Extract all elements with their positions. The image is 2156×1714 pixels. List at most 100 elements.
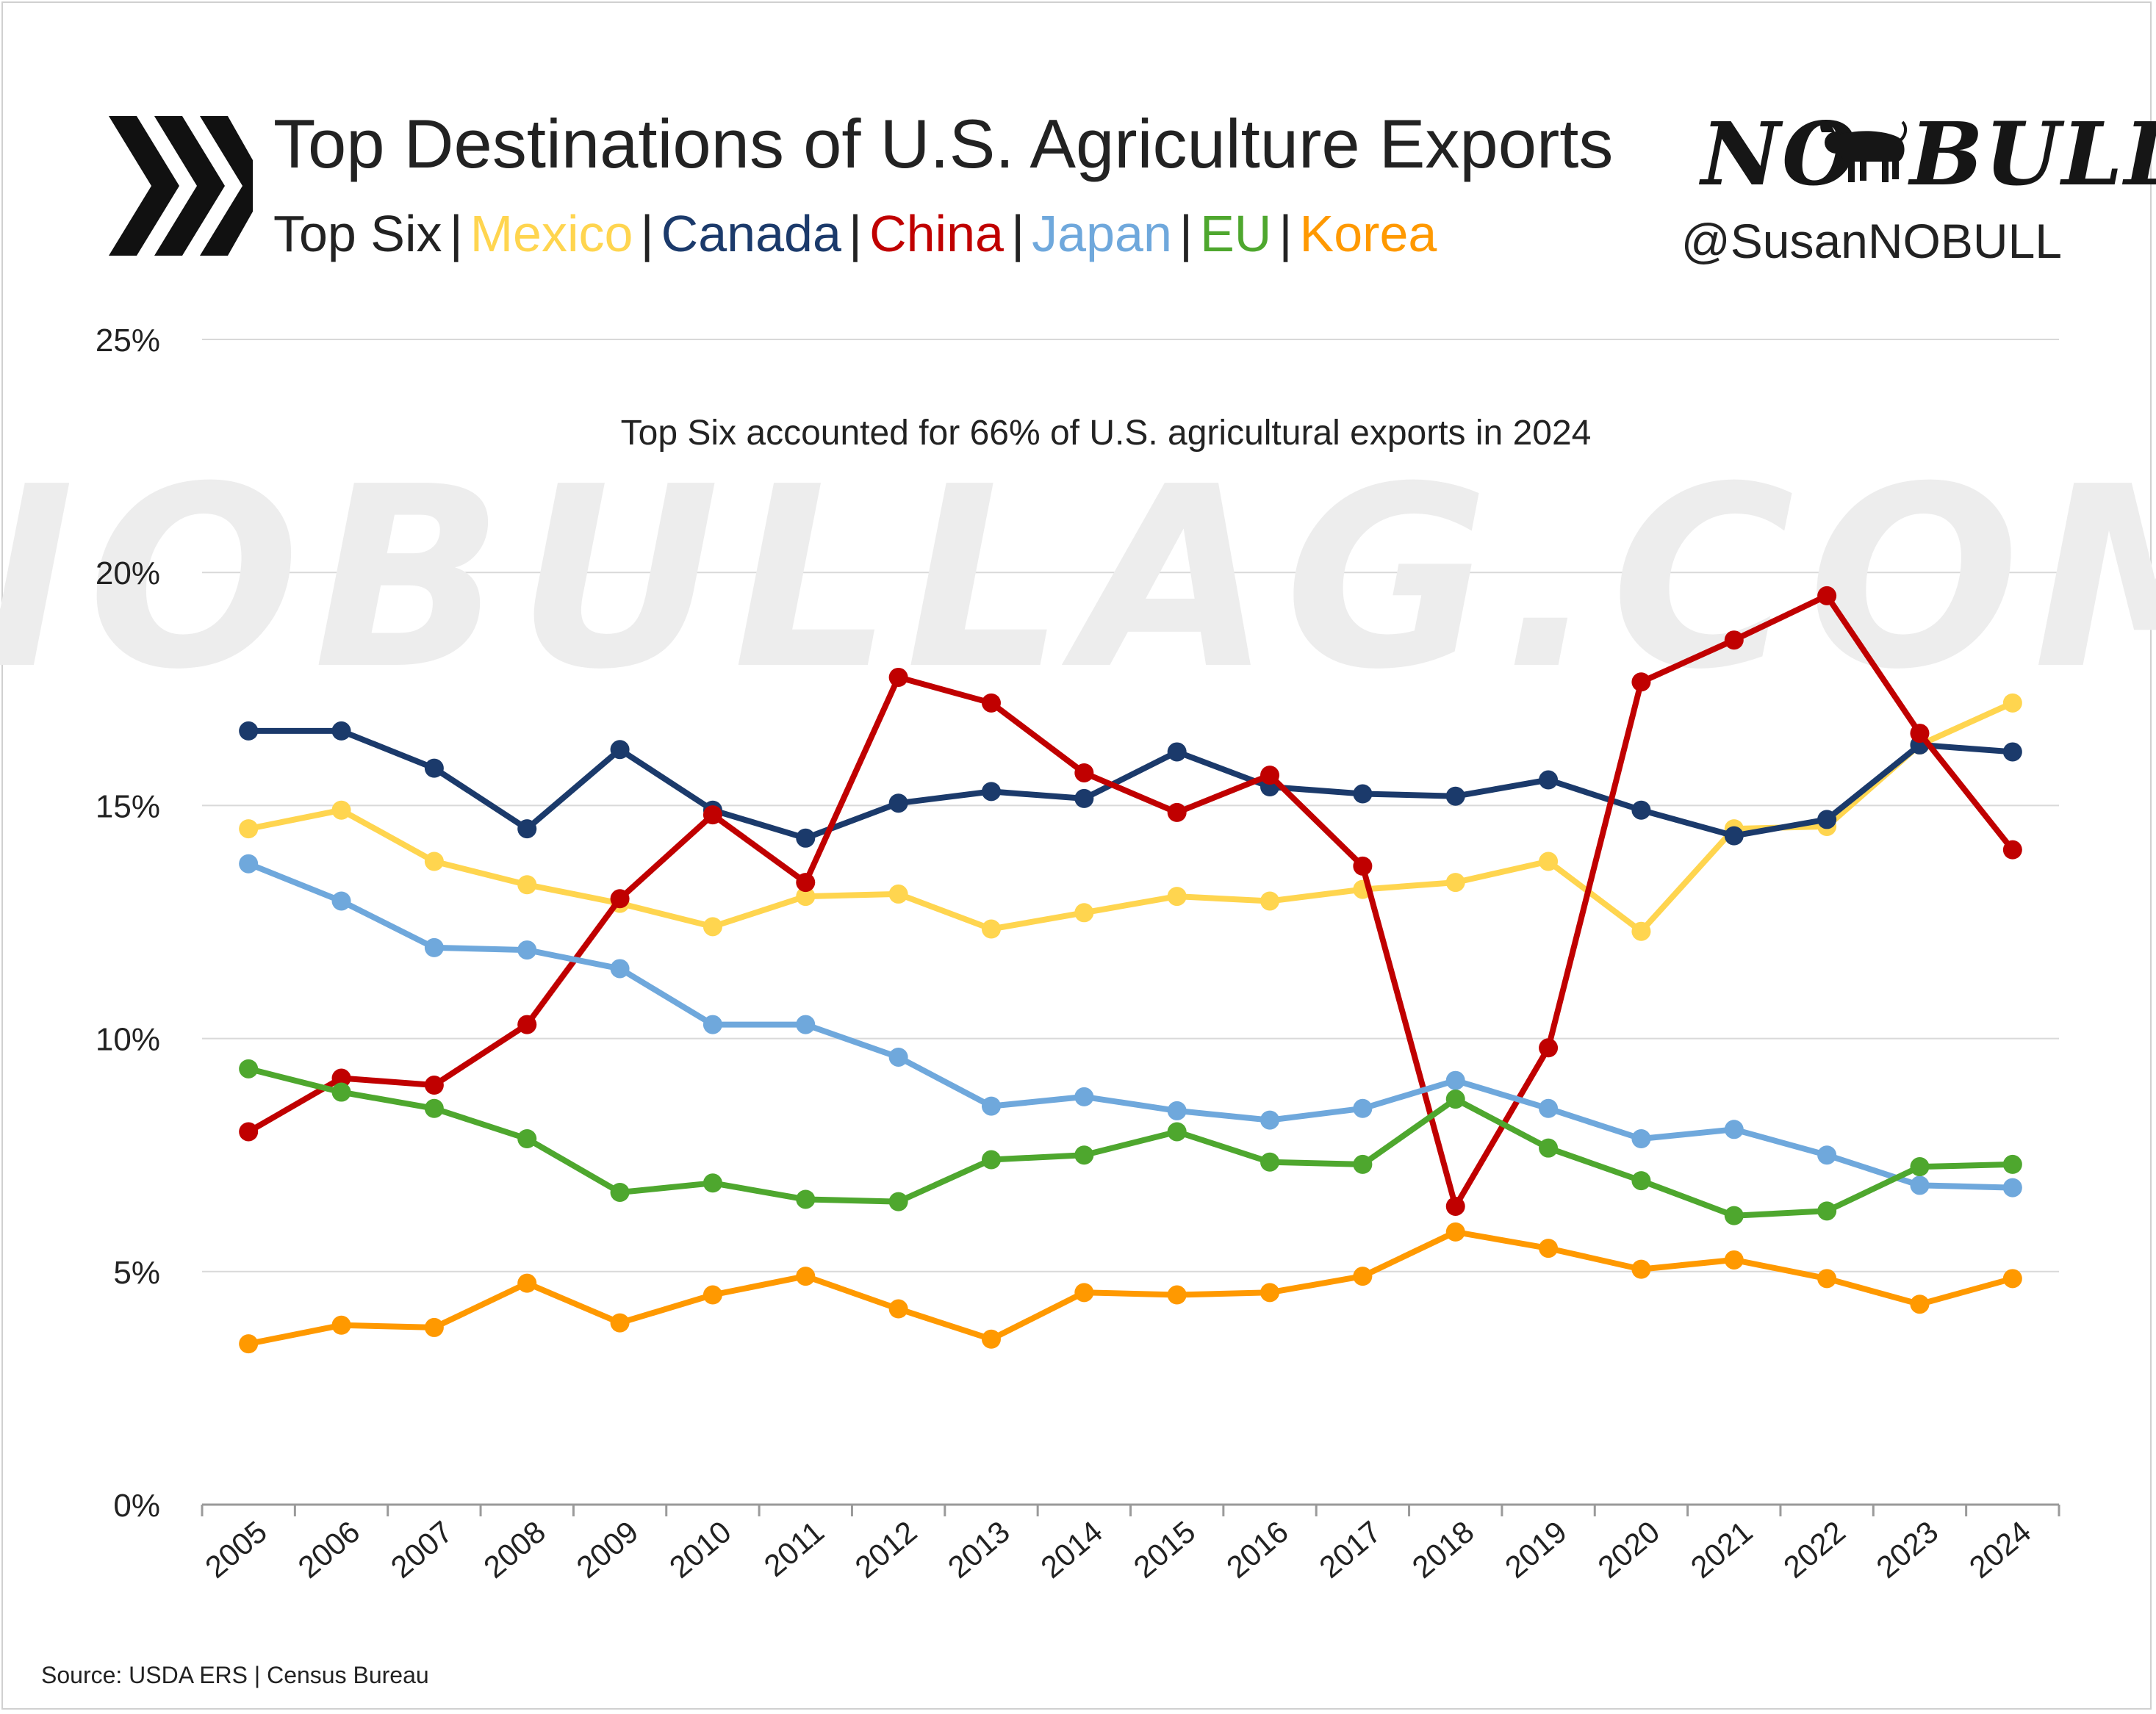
data-point-china (517, 1015, 536, 1034)
series-korea (239, 1223, 2022, 1353)
data-point-korea (796, 1267, 815, 1286)
watermark: NOBULLAG.COM (0, 433, 2156, 724)
data-point-mexico (332, 801, 351, 820)
data-point-eu (1353, 1155, 1372, 1174)
data-point-korea (1260, 1283, 1279, 1302)
data-point-canada (982, 782, 1001, 801)
data-point-eu (1910, 1157, 1929, 1176)
x-tick-label: 2008 (477, 1514, 552, 1585)
data-point-canada (1168, 742, 1187, 761)
data-point-japan (332, 891, 351, 910)
data-point-china (703, 805, 722, 824)
x-tick-label: 2023 (1869, 1514, 1944, 1585)
chart-annotation: Top Six accounted for 66% of U.S. agricu… (621, 414, 1592, 453)
data-point-eu (517, 1129, 536, 1148)
data-point-eu (1725, 1206, 1744, 1225)
x-tick-label: 2019 (1498, 1514, 1573, 1585)
data-point-eu (2003, 1155, 2022, 1174)
data-point-japan (611, 959, 630, 978)
data-point-mexico (982, 920, 1001, 939)
data-point-eu (332, 1083, 351, 1102)
data-point-japan (1817, 1145, 1836, 1164)
data-point-china (1353, 857, 1372, 876)
data-point-korea (1631, 1260, 1650, 1279)
series-line-eu (248, 1069, 2013, 1216)
data-point-mexico (425, 852, 444, 871)
data-point-china (1910, 724, 1929, 743)
data-point-korea (1910, 1294, 1929, 1314)
data-point-eu (1074, 1145, 1093, 1164)
y-tick-label: 0% (113, 1488, 160, 1524)
data-point-japan (1910, 1175, 1929, 1195)
x-tick-label: 2013 (941, 1514, 1016, 1585)
data-point-eu (982, 1151, 1001, 1170)
data-point-canada (239, 721, 258, 741)
data-point-korea (239, 1334, 258, 1353)
data-point-china (1817, 586, 1836, 605)
data-point-japan (1725, 1120, 1744, 1139)
data-point-korea (1446, 1223, 1465, 1242)
data-point-china (796, 873, 815, 892)
data-point-japan (1446, 1071, 1465, 1090)
x-tick-label: 2015 (1127, 1514, 1202, 1585)
x-tick-label: 2011 (758, 1514, 830, 1583)
data-point-japan (982, 1097, 1001, 1116)
data-point-mexico (1539, 852, 1558, 871)
data-point-mexico (1074, 903, 1093, 922)
data-point-korea (1353, 1267, 1372, 1286)
data-point-korea (1725, 1250, 1744, 1270)
data-point-mexico (1168, 887, 1187, 906)
data-point-mexico (2003, 694, 2022, 713)
data-point-eu (425, 1099, 444, 1118)
data-point-canada (425, 759, 444, 778)
x-tick-label: 2012 (849, 1514, 924, 1585)
x-tick-label: 2009 (570, 1514, 645, 1585)
data-point-korea (611, 1314, 630, 1333)
data-point-korea (1168, 1286, 1187, 1305)
data-point-china (1446, 1197, 1465, 1216)
data-point-japan (1631, 1129, 1650, 1148)
series-line-korea (248, 1232, 2013, 1344)
data-point-japan (796, 1015, 815, 1034)
data-point-china (2003, 840, 2022, 860)
x-tick-label: 2016 (1220, 1514, 1295, 1585)
data-point-canada (1353, 785, 1372, 804)
data-point-korea (982, 1330, 1001, 1349)
data-point-mexico (1631, 922, 1650, 941)
y-tick-label: 25% (96, 323, 160, 359)
data-point-canada (332, 721, 351, 741)
data-point-canada (611, 740, 630, 759)
y-tick-label: 20% (96, 555, 160, 591)
data-point-canada (1074, 789, 1093, 808)
data-point-china (1631, 672, 1650, 691)
data-point-korea (517, 1274, 536, 1293)
data-point-eu (796, 1189, 815, 1209)
y-tick-label: 10% (96, 1022, 160, 1058)
x-tick-label: 2020 (1591, 1514, 1666, 1585)
data-point-japan (1353, 1099, 1372, 1118)
x-tick-label: 2005 (198, 1514, 273, 1585)
data-point-mexico (889, 885, 908, 904)
x-tick-label: 2021 (1684, 1514, 1759, 1585)
data-point-china (1074, 763, 1093, 782)
data-point-china (1260, 766, 1279, 785)
data-point-canada (1631, 801, 1650, 820)
series-line-japan (248, 864, 2013, 1188)
data-point-japan (239, 854, 258, 874)
series-line-canada (248, 731, 2013, 838)
data-point-japan (1074, 1087, 1093, 1106)
data-point-japan (1539, 1099, 1558, 1118)
data-point-mexico (703, 917, 722, 936)
data-point-eu (703, 1173, 722, 1192)
data-point-eu (1817, 1201, 1836, 1220)
x-axis-labels: 2005 2006 2007 2008 2009 2010 2011 2012 2013 2014… (198, 1514, 2037, 1585)
data-point-canada (889, 793, 908, 813)
x-tick-label: 2017 (1312, 1514, 1387, 1585)
data-point-eu (1631, 1171, 1650, 1190)
data-point-eu (1446, 1090, 1465, 1109)
data-point-eu (1260, 1153, 1279, 1172)
data-point-japan (2003, 1178, 2022, 1198)
data-point-mexico (517, 875, 536, 894)
data-point-japan (889, 1048, 908, 1067)
data-point-korea (425, 1318, 444, 1337)
